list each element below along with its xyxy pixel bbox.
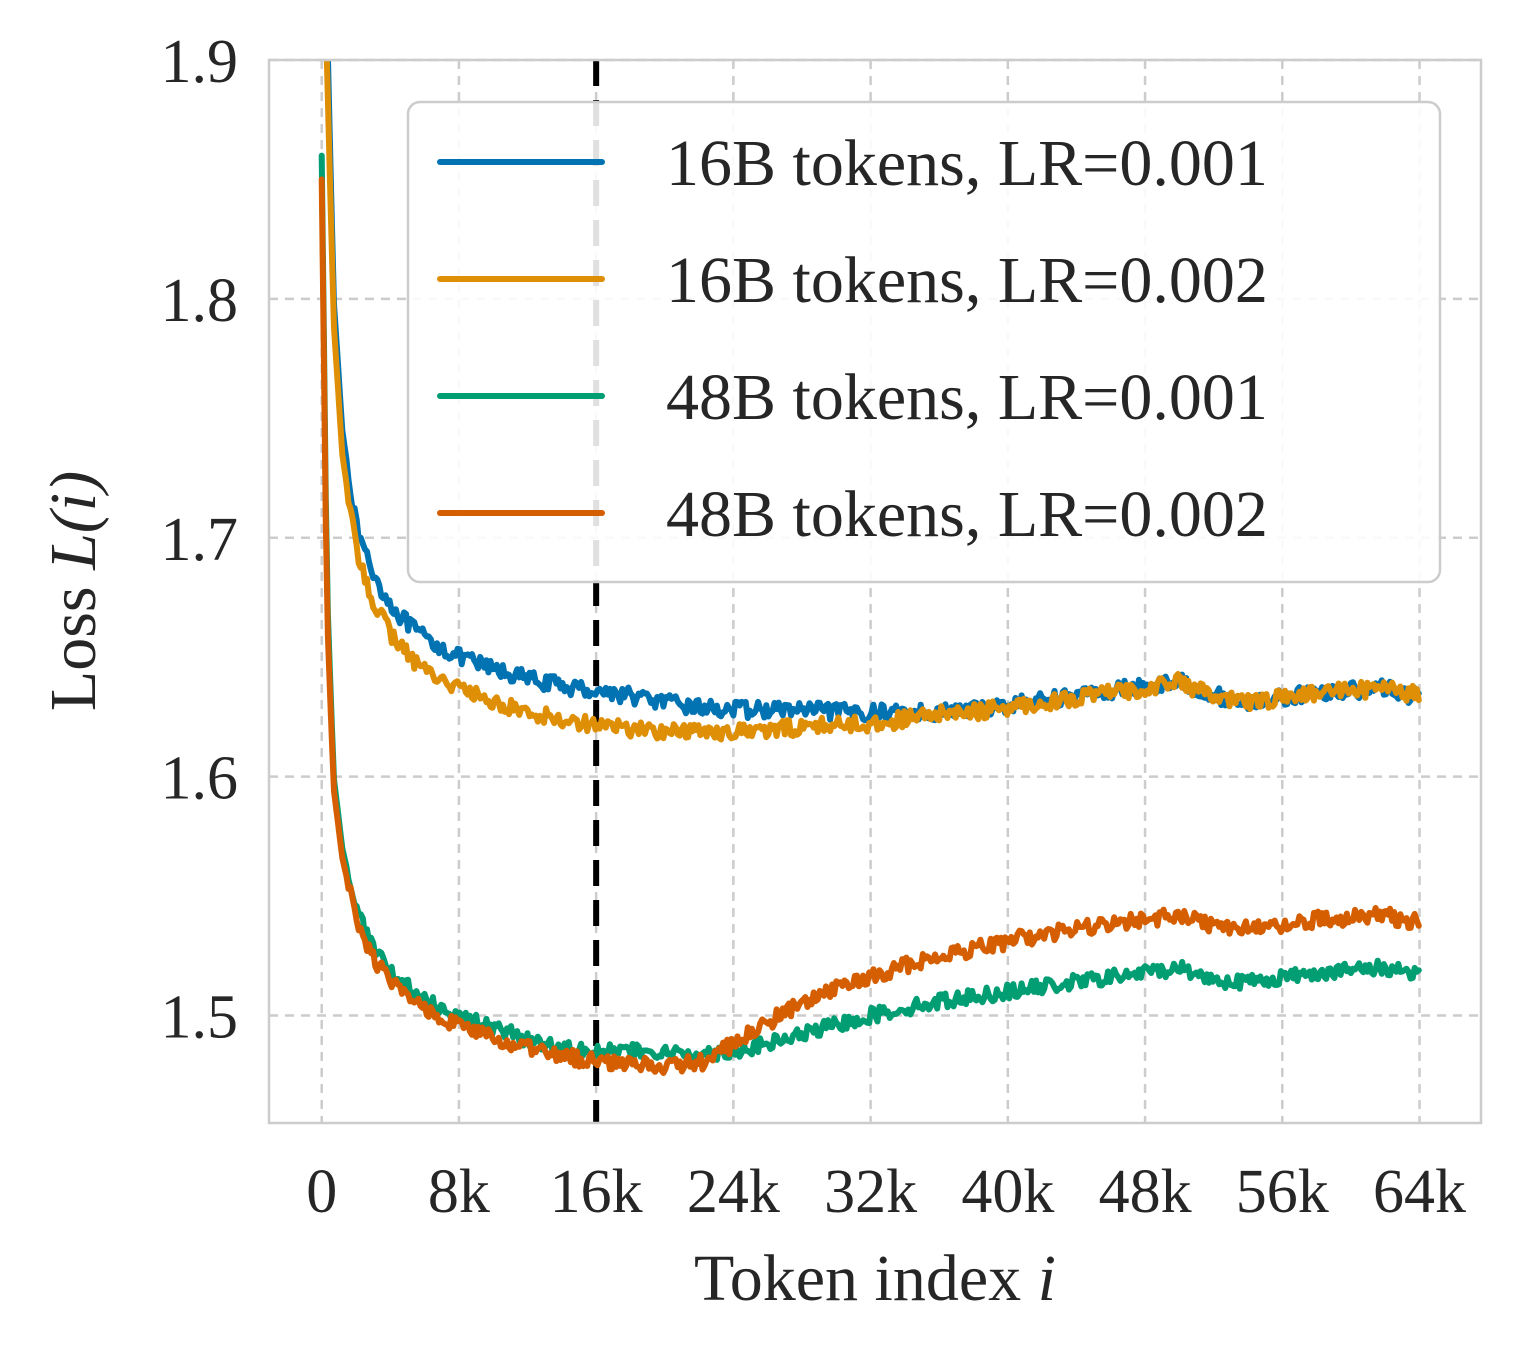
y-tick-label: 1.5 bbox=[161, 984, 239, 1052]
y-axis-ticks: 1.5 1.6 1.7 1.8 1.9 bbox=[161, 28, 239, 1052]
y-axis-title: Loss L(i) bbox=[37, 471, 110, 711]
series-line bbox=[323, 60, 1422, 743]
x-tick-label: 56k bbox=[1236, 1158, 1329, 1226]
y-axis-title-text: Loss bbox=[37, 586, 110, 711]
legend: 16B tokens, LR=0.001 16B tokens, LR=0.002… bbox=[406, 100, 1442, 584]
x-tick-label: 8k bbox=[428, 1158, 490, 1226]
x-axis-title-variable: i bbox=[1038, 1242, 1056, 1315]
x-tick-label: 24k bbox=[687, 1158, 780, 1226]
x-tick-label: 40k bbox=[961, 1158, 1054, 1226]
x-tick-label: 16k bbox=[550, 1158, 643, 1226]
series-line bbox=[318, 152, 1422, 1064]
x-tick-label: 64k bbox=[1373, 1158, 1466, 1226]
y-tick-label: 1.7 bbox=[161, 506, 239, 574]
legend-label: 16B tokens, LR=0.001 bbox=[666, 127, 1268, 200]
x-tick-label: 0 bbox=[306, 1158, 337, 1226]
y-tick-label: 1.6 bbox=[161, 745, 239, 813]
legend-label: 48B tokens, LR=0.002 bbox=[666, 478, 1268, 551]
legend-label: 16B tokens, LR=0.002 bbox=[666, 244, 1268, 317]
x-axis-title: Token index i bbox=[694, 1242, 1056, 1315]
series-line bbox=[318, 176, 1422, 1076]
x-tick-label: 48k bbox=[1099, 1158, 1192, 1226]
legend-box bbox=[406, 100, 1442, 584]
y-axis-title-variable: L(i) bbox=[37, 471, 110, 571]
y-tick-label: 1.8 bbox=[161, 267, 239, 335]
legend-label: 48B tokens, LR=0.001 bbox=[666, 361, 1268, 434]
x-axis-title-text: Token index bbox=[694, 1242, 1021, 1315]
plot-frame bbox=[267, 58, 1483, 1125]
series-layer bbox=[318, 60, 1422, 1076]
x-tick-label: 32k bbox=[824, 1158, 917, 1226]
y-tick-label: 1.9 bbox=[161, 28, 239, 96]
x-axis-ticks: 0 8k 16k 24k 32k 40k 48k 56k 64k bbox=[306, 1158, 1466, 1226]
